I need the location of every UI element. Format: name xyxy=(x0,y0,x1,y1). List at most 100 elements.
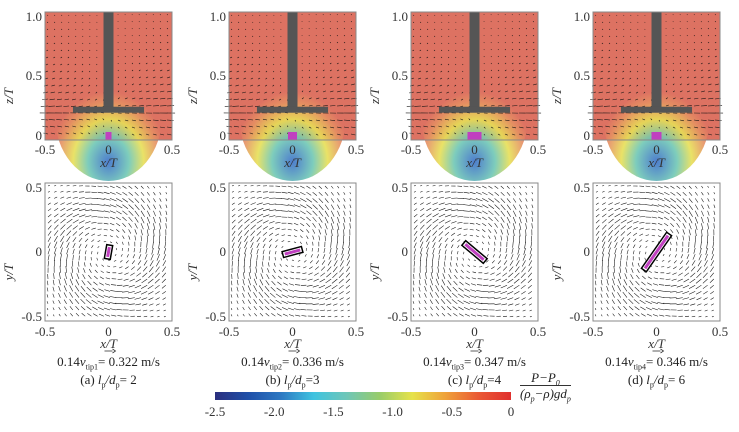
velocity-arrow xyxy=(98,288,104,292)
velocity-arrow xyxy=(620,231,626,236)
velocity-arrow xyxy=(85,226,90,230)
velocity-arrow xyxy=(132,254,136,259)
velocity-arrow xyxy=(591,91,597,94)
velocity-arrow xyxy=(707,192,710,195)
velocity-arrow xyxy=(275,251,277,255)
velocity-arrow xyxy=(504,119,510,122)
velocity-arrow xyxy=(308,104,313,107)
velocity-arrow xyxy=(641,275,646,280)
velocity-arrow xyxy=(350,119,358,121)
velocity-arrow xyxy=(468,258,471,261)
velocity-arrow xyxy=(613,132,618,135)
velocity-arrow xyxy=(340,254,344,261)
velocity-arrow xyxy=(78,261,80,267)
velocity-arrow xyxy=(159,97,166,100)
velocity-arrow xyxy=(494,235,497,240)
velocity-arrow xyxy=(60,224,66,230)
velocity-arrow xyxy=(704,254,708,261)
impeller-shaft xyxy=(103,12,114,112)
velocity-arrow xyxy=(500,223,504,229)
velocity-arrow xyxy=(620,254,622,261)
velocity-arrow xyxy=(530,241,533,249)
velocity-arrow xyxy=(672,119,677,122)
velocity-arrow xyxy=(322,97,327,100)
velocity-arrow xyxy=(115,241,118,245)
velocity-arrow xyxy=(488,241,490,245)
velocity-arrow xyxy=(633,238,637,242)
colorbar-den: (ρ xyxy=(520,386,531,401)
velocity-arrow xyxy=(619,98,625,101)
velocity-arrow xyxy=(312,291,319,294)
velocity-arrow xyxy=(242,279,245,286)
velocity-arrow xyxy=(639,233,644,236)
velocity-arrow xyxy=(594,28,597,30)
velocity-arrow xyxy=(105,283,111,286)
velocity-arrow xyxy=(256,185,261,187)
velocity-arrow xyxy=(250,213,257,218)
velocity-arrow xyxy=(430,313,433,317)
velocity-arrow xyxy=(703,297,708,301)
velocity-arrow xyxy=(244,185,247,187)
velocity-arrow xyxy=(117,119,121,122)
velocity-arrow xyxy=(688,185,692,189)
velocity-arrow xyxy=(634,306,640,311)
velocity-arrow xyxy=(688,216,693,224)
velocity-arrow xyxy=(163,254,167,261)
velocity-arrow xyxy=(322,254,326,259)
velocity-arrow xyxy=(64,313,67,317)
velocity-arrow xyxy=(665,90,668,93)
velocity-arrow xyxy=(165,198,168,202)
velocity-arrow xyxy=(92,287,98,292)
velocity-arrow xyxy=(281,234,286,236)
velocity-arrow xyxy=(488,229,492,233)
velocity-arrow xyxy=(336,41,339,44)
velocity-arrow xyxy=(606,313,609,317)
velocity-arrow xyxy=(645,185,651,188)
velocity-arrow xyxy=(163,315,166,318)
velocity-scale-label: 0.14vtip2= 0.336 m/s xyxy=(241,354,344,371)
velocity-arrow xyxy=(153,185,156,189)
velocity-arrow xyxy=(594,294,597,298)
velocity-arrow xyxy=(152,41,155,44)
velocity-arrow xyxy=(597,98,604,101)
velocity-arrow xyxy=(330,223,334,230)
velocity-arrow xyxy=(454,70,457,73)
velocity-arrow xyxy=(597,125,604,128)
velocity-arrow xyxy=(138,69,141,72)
velocity-arrow xyxy=(336,126,342,129)
velocity-arrow xyxy=(339,266,344,273)
velocity-arrow xyxy=(273,56,275,59)
velocity-arrow xyxy=(306,291,313,293)
velocity-arrow xyxy=(131,83,134,86)
velocity-arrow xyxy=(102,258,105,261)
velocity-arrow xyxy=(497,62,500,65)
velocity-arrow xyxy=(45,70,49,73)
velocity-arrow xyxy=(230,56,233,59)
velocity-arrow xyxy=(657,210,664,214)
velocity-arrow xyxy=(651,222,657,225)
velocity-arrow xyxy=(142,272,148,278)
velocity-arrow xyxy=(453,91,457,94)
velocity-arrow xyxy=(628,132,632,135)
velocity-arrow xyxy=(80,84,84,87)
velocity-arrow xyxy=(608,185,611,187)
velocity-arrow xyxy=(600,279,603,286)
velocity-arrow xyxy=(63,292,67,298)
velocity-arrow xyxy=(338,272,344,279)
velocity-arrow xyxy=(63,119,70,121)
velocity-arrow xyxy=(645,307,652,311)
velocity-arrow xyxy=(641,281,646,286)
velocity-arrow xyxy=(251,49,254,52)
velocity-arrow xyxy=(146,241,148,248)
velocity-arrow xyxy=(230,294,233,298)
velocity-arrow xyxy=(508,309,514,312)
velocity-arrow xyxy=(697,260,702,267)
velocity-arrow xyxy=(159,223,161,230)
velocity-arrow xyxy=(657,222,663,226)
velocity-arrow xyxy=(517,247,520,255)
velocity-arrow xyxy=(686,133,690,136)
velocity-arrow xyxy=(614,254,616,261)
velocity-arrow xyxy=(350,62,354,65)
velocity-arrow xyxy=(412,56,415,59)
